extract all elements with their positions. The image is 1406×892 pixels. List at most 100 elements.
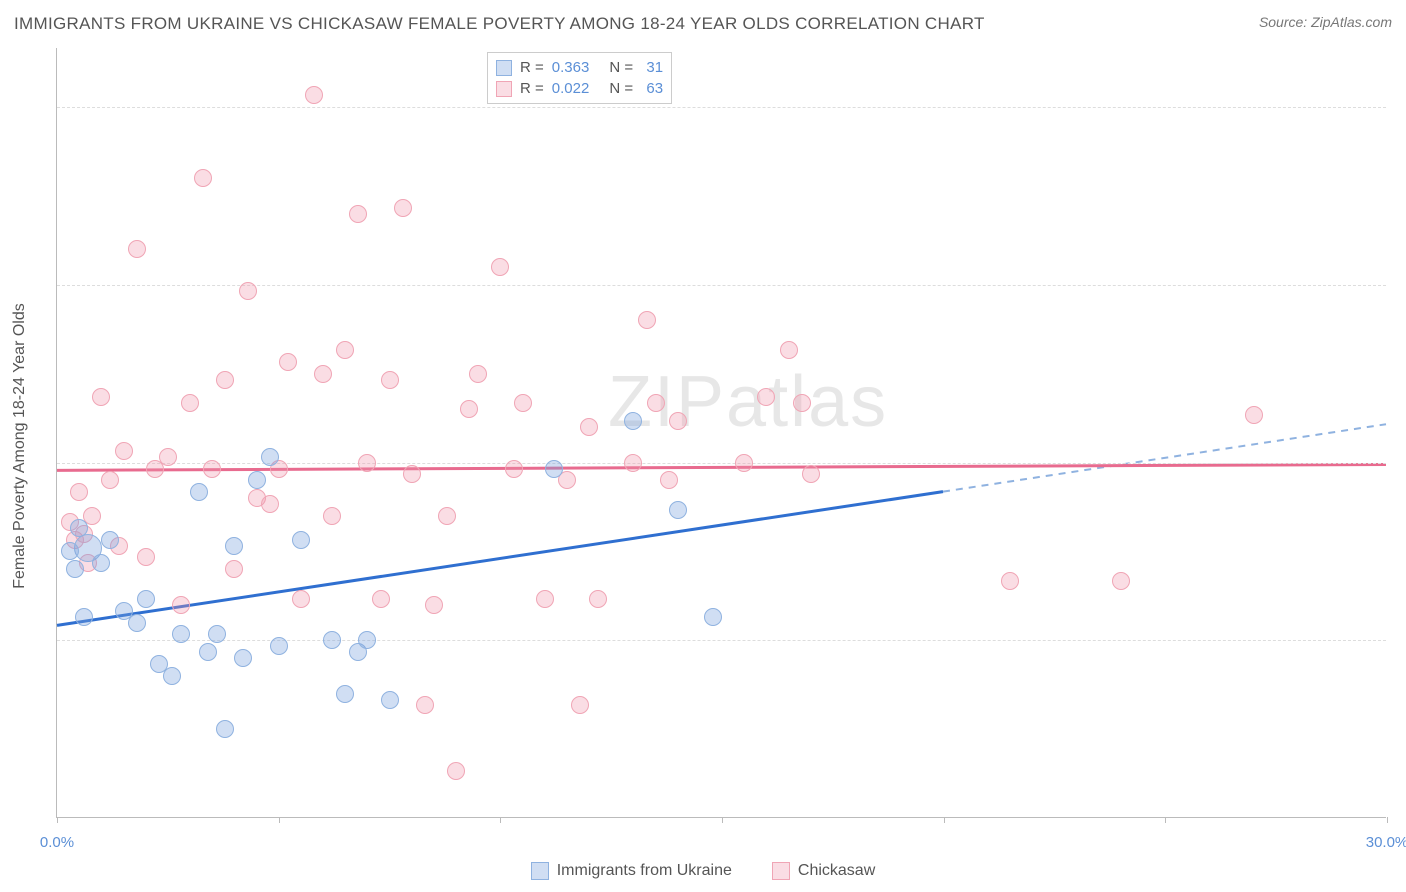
scatter-point bbox=[460, 400, 478, 418]
x-tick bbox=[944, 817, 945, 823]
scatter-point bbox=[647, 394, 665, 412]
scatter-point bbox=[336, 685, 354, 703]
scatter-point bbox=[190, 483, 208, 501]
scatter-point bbox=[194, 169, 212, 187]
scatter-point bbox=[757, 388, 775, 406]
scatter-point bbox=[735, 454, 753, 472]
regression-lines bbox=[57, 48, 1386, 817]
x-tick bbox=[500, 817, 501, 823]
bottom-legend: Immigrants from Ukraine Chickasaw bbox=[0, 862, 1406, 880]
scatter-point bbox=[66, 560, 84, 578]
stat-row-series1: R = 0.363 N = 31 bbox=[496, 57, 663, 78]
scatter-point bbox=[172, 596, 190, 614]
scatter-point bbox=[92, 554, 110, 572]
regression-line-solid bbox=[57, 464, 1386, 470]
scatter-point bbox=[1112, 572, 1130, 590]
grid-line bbox=[57, 463, 1386, 464]
scatter-point bbox=[536, 590, 554, 608]
scatter-point bbox=[1245, 406, 1263, 424]
scatter-point bbox=[101, 471, 119, 489]
stat-n-label: N = bbox=[609, 80, 633, 97]
stat-row-series2: R = 0.022 N = 63 bbox=[496, 78, 663, 99]
scatter-point bbox=[491, 258, 509, 276]
scatter-point bbox=[394, 199, 412, 217]
scatter-point bbox=[381, 371, 399, 389]
scatter-point bbox=[216, 720, 234, 738]
scatter-point bbox=[589, 590, 607, 608]
y-tick-label: 60.0% bbox=[1392, 99, 1406, 116]
scatter-point bbox=[669, 501, 687, 519]
scatter-point bbox=[314, 365, 332, 383]
scatter-point bbox=[225, 560, 243, 578]
scatter-point bbox=[580, 418, 598, 436]
scatter-point bbox=[505, 460, 523, 478]
scatter-point bbox=[793, 394, 811, 412]
stat-n-value-series1: 31 bbox=[641, 59, 663, 76]
scatter-point bbox=[172, 625, 190, 643]
grid-line bbox=[57, 107, 1386, 108]
scatter-point bbox=[514, 394, 532, 412]
x-tick bbox=[279, 817, 280, 823]
scatter-point bbox=[438, 507, 456, 525]
scatter-point bbox=[92, 388, 110, 406]
scatter-point bbox=[70, 483, 88, 501]
scatter-point bbox=[638, 311, 656, 329]
stat-r-value-series1: 0.363 bbox=[552, 59, 590, 76]
scatter-point bbox=[70, 519, 88, 537]
scatter-point bbox=[137, 590, 155, 608]
legend-item-series2: Chickasaw bbox=[772, 862, 875, 880]
correlation-stats-box: R = 0.363 N = 31 R = 0.022 N = 63 bbox=[487, 52, 672, 104]
scatter-point bbox=[181, 394, 199, 412]
scatter-point bbox=[261, 495, 279, 513]
scatter-point bbox=[225, 537, 243, 555]
x-tick bbox=[1387, 817, 1388, 823]
x-tick-label: 0.0% bbox=[40, 834, 74, 851]
stat-n-label: N = bbox=[609, 59, 633, 76]
chart-source: Source: ZipAtlas.com bbox=[1259, 14, 1392, 30]
legend-item-series1: Immigrants from Ukraine bbox=[531, 862, 732, 880]
y-tick-label: 15.0% bbox=[1392, 632, 1406, 649]
legend-label-series1: Immigrants from Ukraine bbox=[557, 862, 732, 880]
scatter-point bbox=[101, 531, 119, 549]
x-tick bbox=[57, 817, 58, 823]
scatter-point bbox=[425, 596, 443, 614]
scatter-point bbox=[660, 471, 678, 489]
legend-swatch-series2 bbox=[772, 862, 790, 880]
stat-r-label: R = bbox=[520, 80, 544, 97]
legend-swatch-series1 bbox=[531, 862, 549, 880]
scatter-point bbox=[1001, 572, 1019, 590]
scatter-point bbox=[447, 762, 465, 780]
scatter-point bbox=[261, 448, 279, 466]
scatter-point bbox=[358, 631, 376, 649]
swatch-series1 bbox=[496, 60, 512, 76]
y-axis-title: Female Poverty Among 18-24 Year Olds bbox=[11, 303, 29, 589]
y-tick-label: 45.0% bbox=[1392, 276, 1406, 293]
scatter-point bbox=[802, 465, 820, 483]
scatter-point bbox=[381, 691, 399, 709]
scatter-point bbox=[469, 365, 487, 383]
scatter-point bbox=[216, 371, 234, 389]
scatter-point bbox=[305, 86, 323, 104]
scatter-point bbox=[416, 696, 434, 714]
scatter-point bbox=[115, 442, 133, 460]
scatter-point bbox=[292, 531, 310, 549]
scatter-point bbox=[128, 614, 146, 632]
scatter-point bbox=[208, 625, 226, 643]
stat-n-value-series2: 63 bbox=[641, 80, 663, 97]
scatter-point bbox=[624, 454, 642, 472]
scatter-point bbox=[239, 282, 257, 300]
scatter-point bbox=[159, 448, 177, 466]
scatter-point bbox=[75, 608, 93, 626]
scatter-point bbox=[780, 341, 798, 359]
plot-area: ZIPatlas R = 0.363 N = 31 R = 0.022 N = … bbox=[56, 48, 1386, 818]
scatter-point bbox=[234, 649, 252, 667]
scatter-point bbox=[669, 412, 687, 430]
x-tick bbox=[1165, 817, 1166, 823]
y-tick-label: 30.0% bbox=[1392, 454, 1406, 471]
scatter-point bbox=[199, 643, 217, 661]
scatter-point bbox=[545, 460, 563, 478]
grid-line bbox=[57, 285, 1386, 286]
stat-r-value-series2: 0.022 bbox=[552, 80, 590, 97]
scatter-point bbox=[203, 460, 221, 478]
scatter-point bbox=[571, 696, 589, 714]
